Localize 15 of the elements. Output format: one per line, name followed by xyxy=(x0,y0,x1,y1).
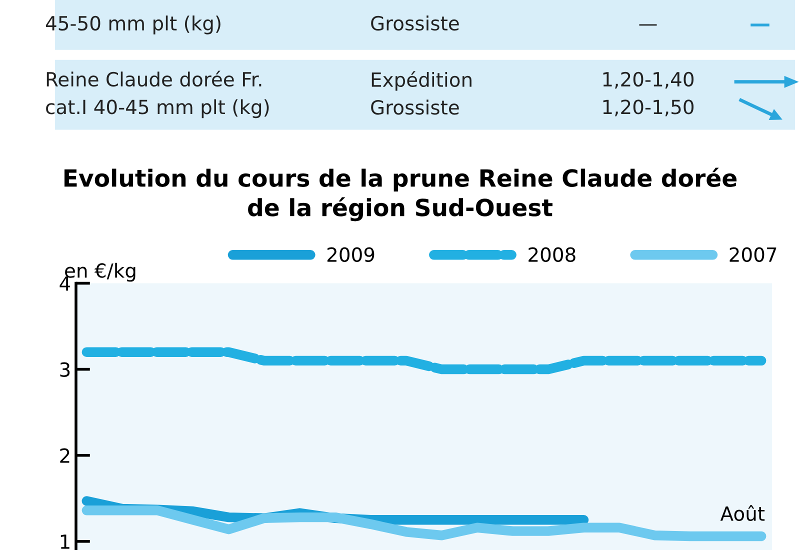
y-tick-label: 4 xyxy=(60,276,70,291)
legend-label: 2008 xyxy=(528,247,576,262)
y-tick-label: 3 xyxy=(60,362,70,377)
y-tick-label: 1 xyxy=(60,534,70,549)
text: 1,20-1,40 1,20-1,50 xyxy=(603,72,694,116)
y-tick-label: 2 xyxy=(60,448,70,463)
text: Expédition Grossiste xyxy=(371,71,472,115)
text: Grossiste xyxy=(371,16,459,31)
chart-title: Evolution du cours de la prune Reine Claude dorée de la région Sud-Ouest xyxy=(64,168,737,222)
legend-label: 2009 xyxy=(327,247,374,262)
text: Reine Claude dorée Fr. cat.I 40-45 mm plt (kg) xyxy=(46,70,269,118)
text: — xyxy=(639,24,657,26)
annotation: Août xyxy=(720,505,765,521)
text: 45-50 mm plt (kg) xyxy=(46,16,220,34)
legend-label: 2007 xyxy=(730,247,776,262)
